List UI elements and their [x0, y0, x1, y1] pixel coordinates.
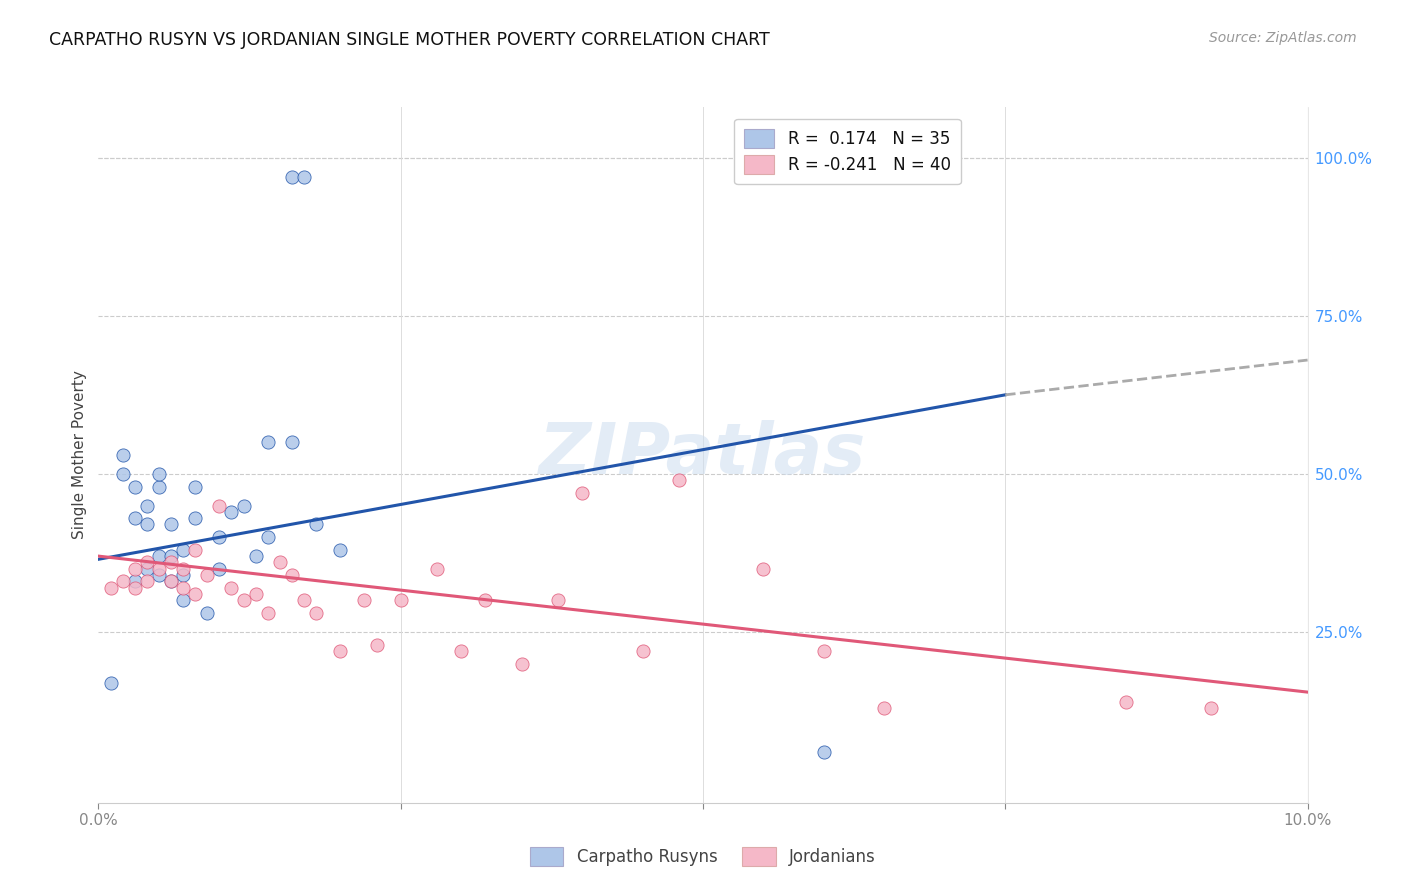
Point: [269, 556, 291, 570]
Point: [232, 593, 254, 607]
Point: [124, 562, 146, 576]
Point: [208, 530, 231, 544]
Point: [160, 556, 183, 570]
Point: [148, 467, 170, 481]
Point: [353, 593, 375, 607]
Point: [135, 574, 157, 589]
Point: [100, 675, 122, 690]
Point: [571, 486, 593, 500]
Point: [184, 511, 207, 525]
Point: [135, 556, 157, 570]
Text: ZIPatlas: ZIPatlas: [540, 420, 866, 490]
Point: [221, 581, 243, 595]
Point: [172, 562, 194, 576]
Point: [184, 479, 207, 493]
Legend: R =  0.174   N = 35, R = -0.241   N = 40: R = 0.174 N = 35, R = -0.241 N = 40: [734, 119, 960, 184]
Point: [281, 169, 304, 184]
Point: [752, 562, 775, 576]
Point: [245, 549, 267, 563]
Point: [184, 542, 207, 557]
Point: [474, 593, 496, 607]
Point: [135, 517, 157, 532]
Point: [305, 517, 328, 532]
Point: [292, 593, 315, 607]
Point: [160, 574, 183, 589]
Point: [160, 574, 183, 589]
Point: [135, 499, 157, 513]
Text: Source: ZipAtlas.com: Source: ZipAtlas.com: [1209, 31, 1357, 45]
Point: [329, 644, 352, 658]
Point: [256, 606, 278, 620]
Point: [305, 606, 328, 620]
Point: [195, 606, 218, 620]
Point: [366, 638, 388, 652]
Text: CARPATHO RUSYN VS JORDANIAN SINGLE MOTHER POVERTY CORRELATION CHART: CARPATHO RUSYN VS JORDANIAN SINGLE MOTHE…: [49, 31, 770, 49]
Point: [873, 701, 896, 715]
Point: [148, 562, 170, 576]
Point: [1115, 695, 1137, 709]
Point: [148, 479, 170, 493]
Point: [813, 644, 835, 658]
Point: [813, 745, 835, 759]
Point: [111, 574, 134, 589]
Point: [135, 562, 157, 576]
Point: [450, 644, 472, 658]
Point: [124, 574, 146, 589]
Point: [160, 517, 183, 532]
Point: [208, 499, 231, 513]
Point: [195, 568, 218, 582]
Point: [292, 169, 315, 184]
Point: [124, 479, 146, 493]
Point: [510, 657, 533, 671]
Point: [124, 581, 146, 595]
Point: [281, 568, 304, 582]
Point: [172, 593, 194, 607]
Point: [111, 467, 134, 481]
Point: [100, 581, 122, 595]
Point: [172, 568, 194, 582]
Point: [111, 448, 134, 462]
Point: [232, 499, 254, 513]
Point: [547, 593, 569, 607]
Point: [329, 542, 352, 557]
Point: [256, 435, 278, 450]
Point: [245, 587, 267, 601]
Point: [124, 511, 146, 525]
Point: [281, 435, 304, 450]
Point: [221, 505, 243, 519]
Point: [172, 581, 194, 595]
Point: [172, 542, 194, 557]
Point: [148, 549, 170, 563]
Point: [631, 644, 654, 658]
Point: [148, 568, 170, 582]
Point: [256, 530, 278, 544]
Y-axis label: Single Mother Poverty: Single Mother Poverty: [72, 370, 87, 540]
Point: [184, 587, 207, 601]
Legend: Carpatho Rusyns, Jordanians: Carpatho Rusyns, Jordanians: [523, 840, 883, 873]
Point: [208, 562, 231, 576]
Point: [668, 473, 690, 487]
Point: [160, 549, 183, 563]
Point: [426, 562, 449, 576]
Point: [1199, 701, 1222, 715]
Point: [389, 593, 412, 607]
